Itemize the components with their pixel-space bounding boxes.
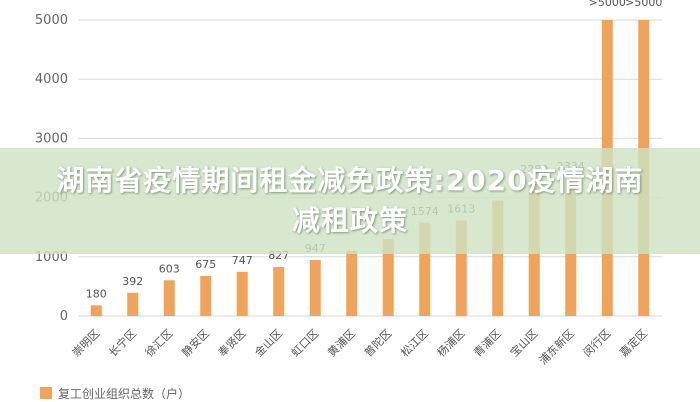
data-label: 747 — [232, 254, 253, 267]
bar-5 — [236, 271, 248, 316]
data-label: 392 — [122, 275, 143, 288]
category-label: 普陀区 — [361, 326, 394, 359]
data-label: >5000 — [589, 0, 626, 9]
category-label: 长宁区 — [106, 326, 139, 359]
category-label: 杨浦区 — [434, 326, 467, 359]
category-label: 黄浦区 — [325, 326, 358, 359]
category-label: 闵行区 — [580, 326, 613, 359]
y-tick-label: 5000 — [35, 13, 68, 28]
bar-6 — [273, 267, 285, 316]
y-tick-label: 3000 — [35, 131, 68, 146]
category-label: 金山区 — [252, 326, 285, 359]
bar-7 — [309, 259, 321, 316]
category-label: 崇明区 — [70, 327, 103, 360]
bar-12 — [492, 200, 504, 316]
data-label: 675 — [195, 258, 216, 271]
category-label: 宝山区 — [507, 326, 540, 359]
x-axis-category-labels: 崇明区 长宁区 徐汇区 静安区 奉贤区 金山区 虹口区 黄浦区 普陀区 松江区 杨浦区 青浦区 宝山区浦… — [70, 326, 650, 367]
bar-2 — [127, 292, 139, 316]
bar-8 — [346, 250, 358, 316]
bar-11 — [455, 220, 467, 316]
category-label: 虹口区 — [289, 327, 322, 360]
y-tick-label: 4000 — [35, 72, 68, 87]
bar-4 — [200, 276, 212, 316]
data-label: >5000 — [625, 0, 662, 9]
category-label: 嘉定区 — [617, 326, 650, 359]
data-label: 180 — [86, 287, 107, 300]
legend-label: 复工创业组织总数（户） — [58, 386, 191, 401]
bar-10 — [419, 222, 431, 316]
bar-3 — [163, 280, 175, 316]
bar-1 — [90, 305, 102, 316]
y-axis-tick-labels: 010002000300040005000 — [35, 13, 68, 324]
chart-legend: 复工创业组织总数（户） — [40, 386, 191, 401]
bar-9 — [382, 239, 394, 316]
y-tick-label: 0 — [60, 309, 68, 324]
category-label: 浦东新区 — [536, 326, 577, 367]
title-banner: 湖南省疫情期间租金减免政策:2020疫情湖南减租政策 — [0, 148, 700, 254]
category-label: 静安区 — [179, 326, 212, 359]
category-label: 徐汇区 — [142, 326, 175, 359]
legend-swatch — [40, 387, 52, 399]
category-label: 奉贤区 — [215, 326, 248, 359]
category-label: 松江区 — [398, 326, 431, 359]
banner-title: 湖南省疫情期间租金减免政策:2020疫情湖南减租政策 — [56, 164, 644, 237]
category-label: 青浦区 — [471, 327, 504, 360]
data-label: 603 — [159, 262, 180, 275]
